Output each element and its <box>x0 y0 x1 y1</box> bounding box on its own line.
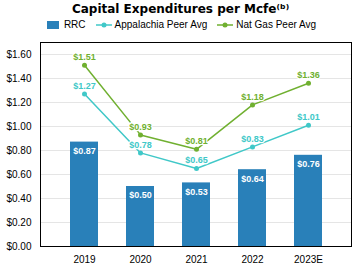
html-text:Nat Gas Peer Avg: Nat Gas Peer Avg <box>236 19 317 30</box>
svg-text:$0.20: $0.20 <box>6 217 31 228</box>
svg-text:$0.83: $0.83 <box>241 134 264 144</box>
svg-text:$1.40: $1.40 <box>6 73 31 84</box>
svg-text:$1.60: $1.60 <box>6 49 31 60</box>
svg-text:$0.87: $0.87 <box>73 146 96 156</box>
svg-text:2020: 2020 <box>129 254 152 265</box>
svg-text:$0.53: $0.53 <box>185 187 208 197</box>
svg-text:$0.00: $0.00 <box>6 241 31 252</box>
svg-text:2019: 2019 <box>73 254 96 265</box>
svg-text:$0.60: $0.60 <box>6 169 31 180</box>
svg-text:$0.80: $0.80 <box>6 145 31 156</box>
html-text:Appalachia Peer Avg: Appalachia Peer Avg <box>114 19 208 30</box>
svg-text:$1.00: $1.00 <box>6 121 31 132</box>
svg-text:$1.20: $1.20 <box>6 97 31 108</box>
html-text:RRC: RRC <box>63 19 86 30</box>
svg-text:2022: 2022 <box>241 254 264 265</box>
svg-text:2023E: 2023E <box>294 254 323 265</box>
svg-text:$1.36: $1.36 <box>297 70 320 80</box>
svg-text:$1.18: $1.18 <box>241 92 264 102</box>
svg-text:$0.40: $0.40 <box>6 193 31 204</box>
svg-text:$1.27: $1.27 <box>73 81 96 91</box>
svg-text:$0.50: $0.50 <box>129 190 152 200</box>
svg-text:$0.93: $0.93 <box>129 122 152 132</box>
svg-text:$0.76: $0.76 <box>297 159 320 169</box>
svg-text:$0.64: $0.64 <box>241 174 264 184</box>
svg-text:$1.51: $1.51 <box>73 52 96 62</box>
html-text:Capital Expenditures per Mcfe⁽: Capital Expenditures per Mcfe⁽ᵇ⁾ <box>71 2 290 16</box>
svg-text:$0.81: $0.81 <box>185 136 208 146</box>
svg-text:$1.01: $1.01 <box>297 112 320 122</box>
svg-text:$0.65: $0.65 <box>185 155 208 165</box>
svg-text:2021: 2021 <box>185 254 208 265</box>
svg-text:$0.78: $0.78 <box>129 140 152 150</box>
